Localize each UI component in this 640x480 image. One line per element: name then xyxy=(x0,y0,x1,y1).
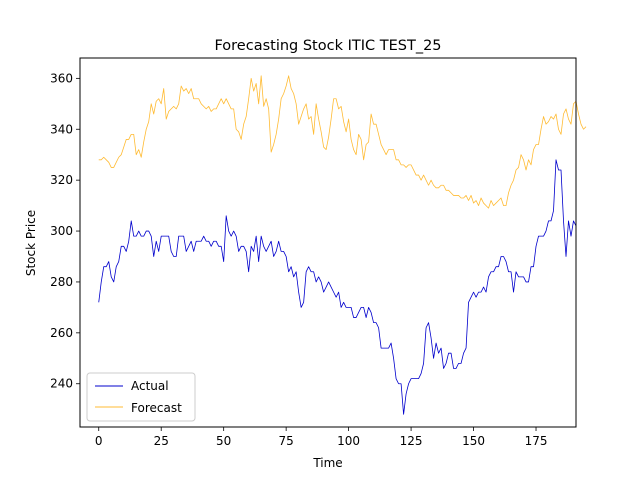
y-tick-label: 340 xyxy=(50,122,73,136)
x-tick-label: 150 xyxy=(462,434,485,448)
x-tick-label: 125 xyxy=(400,434,423,448)
x-axis-label: Time xyxy=(312,456,342,470)
x-axis: 0 25 50 75 100 125 150 175 xyxy=(95,427,548,448)
y-tick-label: 320 xyxy=(50,173,73,187)
series-line-forecast xyxy=(98,75,587,209)
legend-box xyxy=(86,372,196,422)
chart-title: Forecasting Stock ITIC TEST_25 xyxy=(214,38,441,54)
y-tick-label: 280 xyxy=(50,275,73,289)
series-line-actual xyxy=(98,159,577,415)
x-tick-label: 0 xyxy=(95,434,103,448)
y-tick-label: 300 xyxy=(50,224,73,238)
x-tick-label: 75 xyxy=(279,434,294,448)
y-tick-label: 260 xyxy=(50,326,73,340)
series-layer xyxy=(98,75,587,415)
x-tick-label: 25 xyxy=(154,434,169,448)
legend-label-actual: Actual xyxy=(131,379,169,393)
legend-label-forecast: Forecast xyxy=(131,401,182,415)
y-axis-label: Stock Price xyxy=(24,210,38,276)
plot-frame xyxy=(79,57,577,428)
plot-area xyxy=(79,57,587,428)
legend: Actual Forecast xyxy=(86,372,196,422)
x-tick-label: 100 xyxy=(337,434,360,448)
x-tick-label: 50 xyxy=(216,434,231,448)
y-tick-label: 240 xyxy=(50,377,73,391)
y-axis: 240 260 280 300 320 340 360 xyxy=(50,71,80,391)
y-tick-label: 360 xyxy=(50,71,73,85)
x-tick-label: 175 xyxy=(525,434,548,448)
